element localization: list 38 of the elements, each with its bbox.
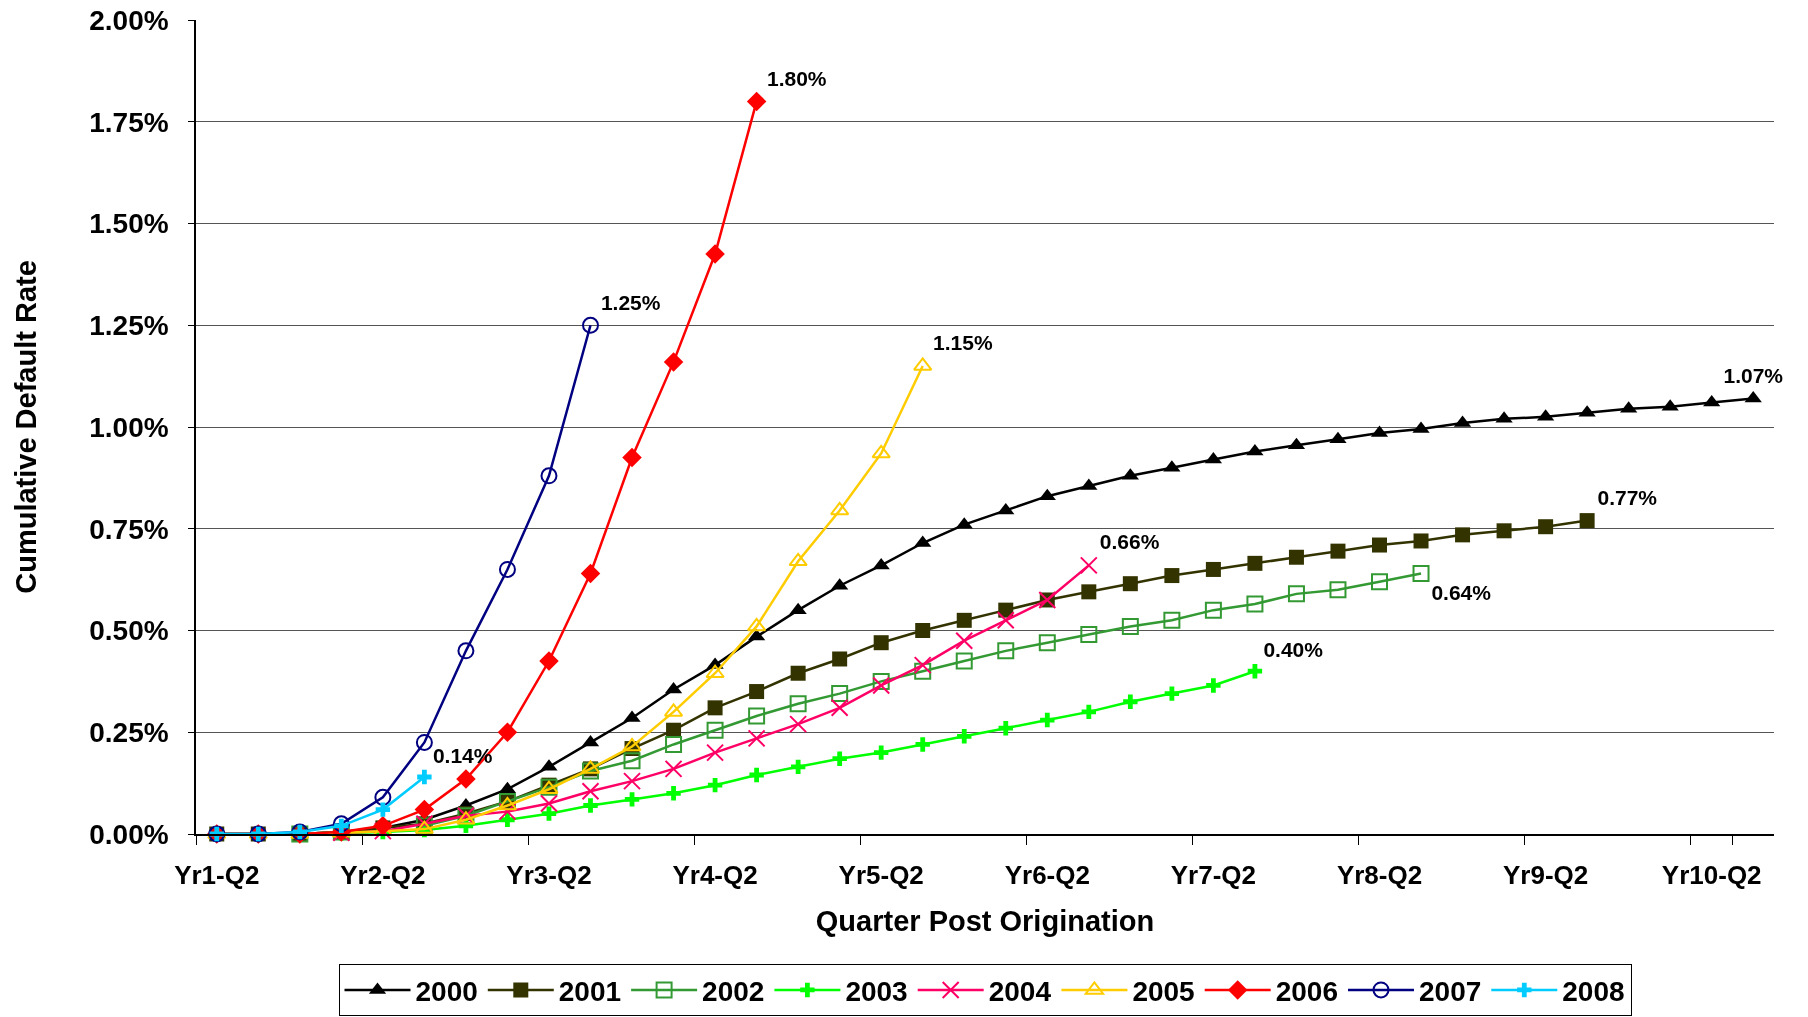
- y-tick-label: 1.75%: [89, 106, 169, 138]
- y-tick-label: 0.00%: [89, 818, 169, 850]
- data-label: 1.25%: [600, 290, 661, 314]
- y-axis-title: Cumulative Default Rate: [10, 260, 43, 594]
- y-tick-label: 0.25%: [89, 717, 169, 749]
- legend-label: 2005: [1132, 975, 1195, 1007]
- y-tick-label: 2.00%: [89, 4, 169, 36]
- legend-label: 2004: [988, 975, 1052, 1007]
- data-label: 0.64%: [1431, 580, 1492, 604]
- data-label: 1.07%: [1723, 363, 1784, 387]
- x-axis-title: Quarter Post Origination: [815, 905, 1155, 938]
- x-tick-label: Yr2-Q2: [340, 859, 426, 890]
- data-label: 1.80%: [766, 66, 827, 90]
- data-label: 0.66%: [1099, 530, 1160, 554]
- x-tick-label: Yr9-Q2: [1502, 859, 1589, 890]
- legend-label: 2007: [1419, 975, 1482, 1007]
- x-tick-label: Yr3-Q2: [506, 859, 592, 890]
- y-tick-label: 0.50%: [89, 615, 169, 647]
- legend-label: 2001: [558, 975, 622, 1007]
- legend-label: 2008: [1562, 975, 1625, 1007]
- legend-label: 2003: [845, 975, 908, 1007]
- x-tick-label: Yr6-Q2: [1004, 859, 1090, 890]
- x-tick-label: Yr10-Q2: [1661, 859, 1762, 890]
- x-tick-label: Yr1-Q2: [174, 859, 260, 890]
- y-tick-label: 1.50%: [89, 208, 169, 240]
- data-label: 0.40%: [1263, 638, 1324, 662]
- legend-label: 2002: [702, 975, 765, 1007]
- x-tick-label: Yr8-Q2: [1336, 859, 1423, 890]
- y-tick-label: 1.25%: [89, 310, 169, 342]
- legend-label: 2006: [1275, 975, 1338, 1007]
- x-tick-label: Yr7-Q2: [1170, 859, 1257, 890]
- data-label: 1.15%: [933, 331, 993, 355]
- x-tick-label: Yr4-Q2: [672, 859, 758, 890]
- y-tick-label: 1.00%: [89, 411, 169, 443]
- data-label: 0.77%: [1597, 485, 1658, 509]
- y-tick-label: 0.75%: [89, 513, 169, 545]
- x-tick-label: Yr5-Q2: [838, 859, 924, 890]
- legend-label: 2000: [415, 975, 478, 1007]
